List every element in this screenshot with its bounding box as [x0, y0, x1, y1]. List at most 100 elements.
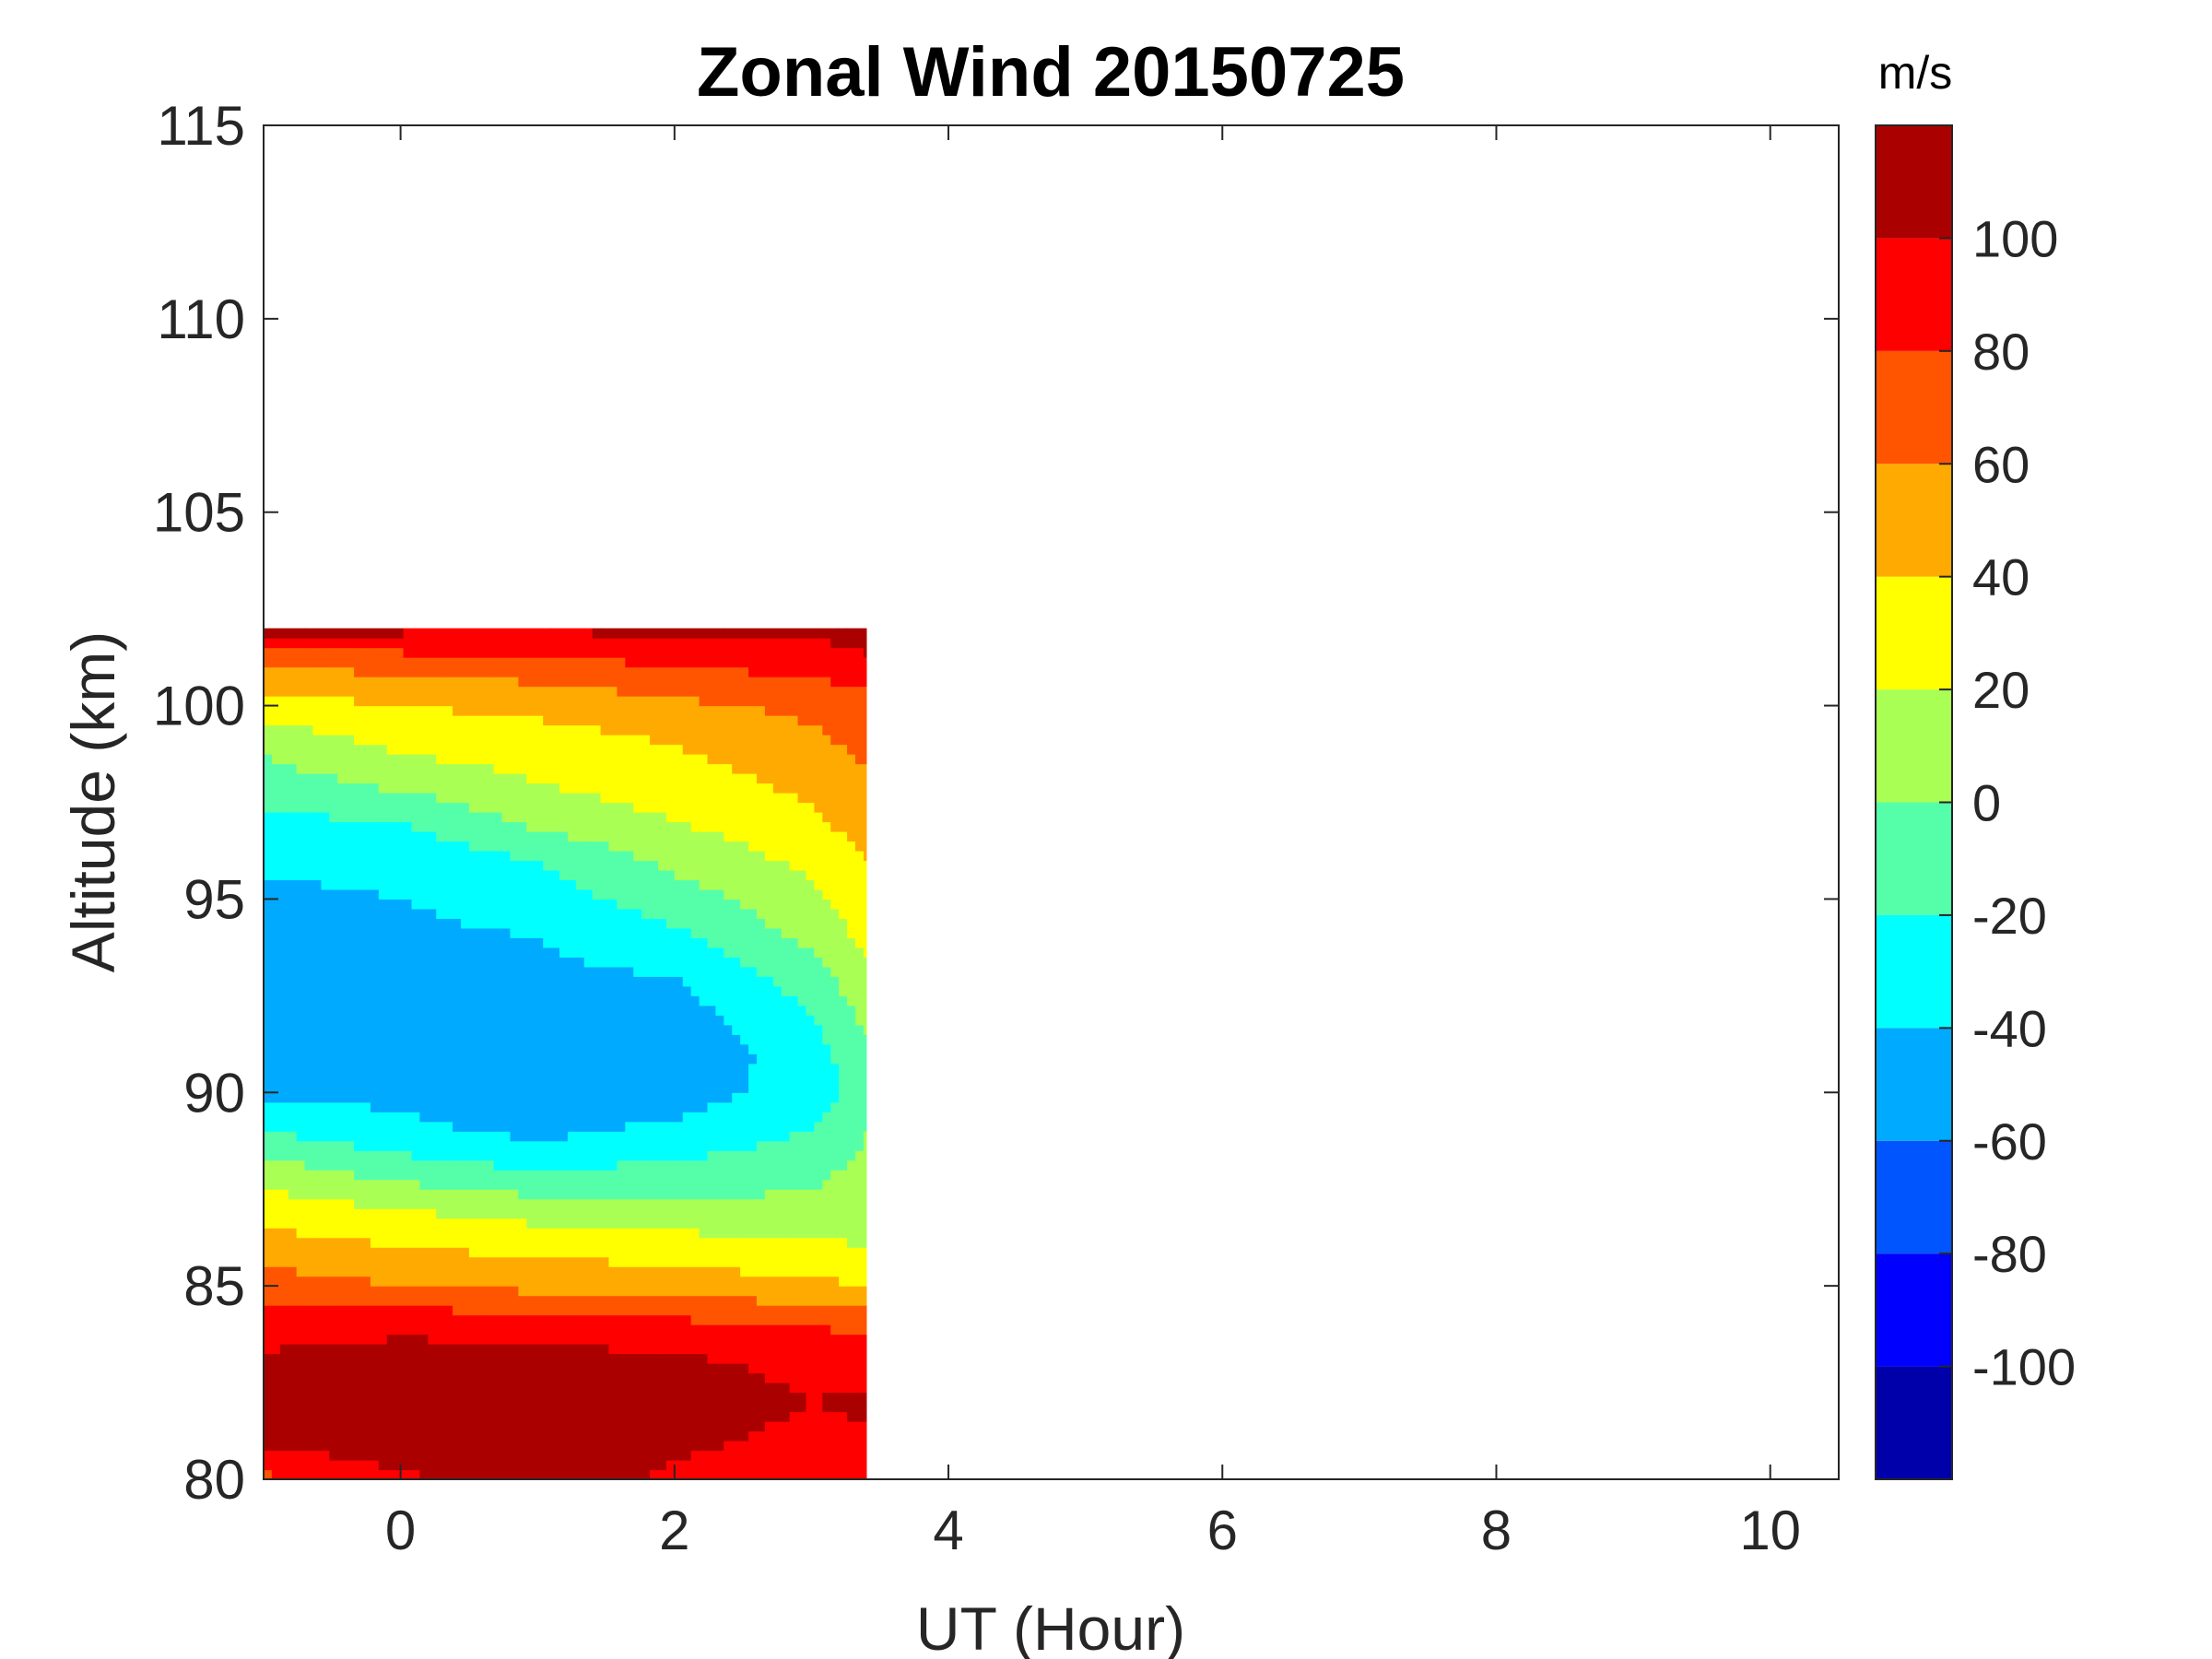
contour-cell [583, 908, 594, 920]
contour-cell [346, 1208, 355, 1219]
contour-cell [690, 966, 700, 977]
contour-cell [699, 1402, 709, 1413]
contour-cell [510, 947, 520, 958]
contour-cell [419, 744, 429, 755]
contour-cell [453, 957, 462, 968]
contour-cell [453, 1189, 462, 1200]
contour-cell [674, 1053, 684, 1065]
contour-cell [394, 850, 405, 862]
contour-cell [617, 1159, 626, 1171]
contour-cell [674, 811, 684, 823]
contour-cell [551, 1112, 560, 1123]
contour-cell [633, 1034, 642, 1045]
contour-cell [288, 1082, 298, 1093]
contour-cell [657, 1131, 667, 1142]
contour-cell [592, 657, 602, 668]
contour-cell [526, 793, 535, 804]
contour-cell [518, 1256, 527, 1267]
contour-cell [296, 1218, 306, 1229]
contour-cell [518, 1150, 527, 1161]
contour-cell [378, 1053, 388, 1065]
contour-cell [518, 957, 527, 968]
contour-cell [551, 879, 560, 890]
contour-cell [453, 1024, 462, 1035]
contour-cell [346, 763, 355, 774]
contour-cell [288, 1131, 298, 1142]
contour-cell [665, 1450, 676, 1461]
contour-cell [394, 830, 405, 842]
contour-cell [543, 638, 552, 649]
contour-cell [501, 1430, 512, 1441]
contour-cell [288, 830, 298, 842]
contour-cell [419, 1179, 429, 1190]
contour-cell [551, 1198, 560, 1209]
contour-cell [346, 1198, 355, 1209]
contour-cell [682, 1043, 692, 1054]
contour-cell [468, 966, 478, 977]
contour-cell [403, 1053, 413, 1065]
contour-cell [329, 966, 338, 977]
contour-cell [633, 1460, 642, 1471]
contour-cell [715, 1053, 724, 1065]
contour-cell [633, 1005, 642, 1016]
contour-cell [690, 1247, 700, 1258]
contour-cell [682, 1469, 692, 1479]
contour-cell [337, 850, 347, 862]
contour-cell [337, 735, 347, 746]
contour-cell [633, 1112, 642, 1123]
contour-cell [633, 1170, 642, 1181]
contour-cell [428, 763, 437, 774]
contour-cell [288, 1305, 298, 1316]
contour-cell [617, 985, 626, 996]
contour-cell [583, 657, 594, 668]
contour-cell [329, 1372, 338, 1383]
contour-cell [461, 628, 470, 639]
contour-cell [477, 1372, 487, 1383]
contour-cell [370, 860, 380, 871]
contour-cell [329, 1034, 338, 1045]
contour-cell [279, 850, 289, 862]
contour-cell [346, 1402, 355, 1413]
contour-cell [378, 1043, 388, 1054]
contour-cell [394, 773, 405, 784]
contour-cell [526, 1430, 535, 1441]
contour-cell [625, 1372, 634, 1383]
contour-cell [543, 1450, 552, 1461]
contour-cell [386, 947, 396, 958]
contour-cell [625, 1430, 634, 1441]
contour-cell [650, 1334, 659, 1345]
contour-cell [501, 782, 512, 794]
contour-cell [592, 705, 602, 716]
contour-cell [411, 1314, 421, 1325]
contour-cell [707, 1198, 717, 1209]
contour-cell [682, 1170, 692, 1181]
contour-cell [354, 927, 363, 938]
contour-cell [707, 638, 717, 649]
contour-cell [510, 811, 520, 823]
contour-cell [617, 1324, 626, 1335]
contour-cell [583, 686, 594, 697]
contour-cell [707, 686, 717, 697]
contour-cell [583, 696, 594, 707]
contour-cell [559, 830, 569, 842]
contour-cell [665, 782, 676, 794]
contour-cell [461, 957, 470, 968]
contour-cell [608, 724, 618, 735]
contour-cell [378, 927, 388, 938]
contour-cell [526, 1228, 535, 1239]
contour-cell [665, 735, 676, 746]
contour-cell [665, 744, 676, 755]
contour-cell [559, 1441, 569, 1452]
contour-cell [461, 1247, 470, 1258]
contour-cell [617, 1208, 626, 1219]
contour-cell [493, 1121, 503, 1132]
contour-cell [304, 850, 314, 862]
contour-cell [641, 841, 651, 852]
contour-cell [312, 1363, 323, 1374]
contour-cell [665, 947, 676, 958]
contour-cell [526, 830, 535, 842]
contour-cell [436, 1295, 445, 1306]
contour-cell [535, 985, 544, 996]
contour-cell [370, 724, 380, 735]
contour-cell [583, 1286, 594, 1297]
